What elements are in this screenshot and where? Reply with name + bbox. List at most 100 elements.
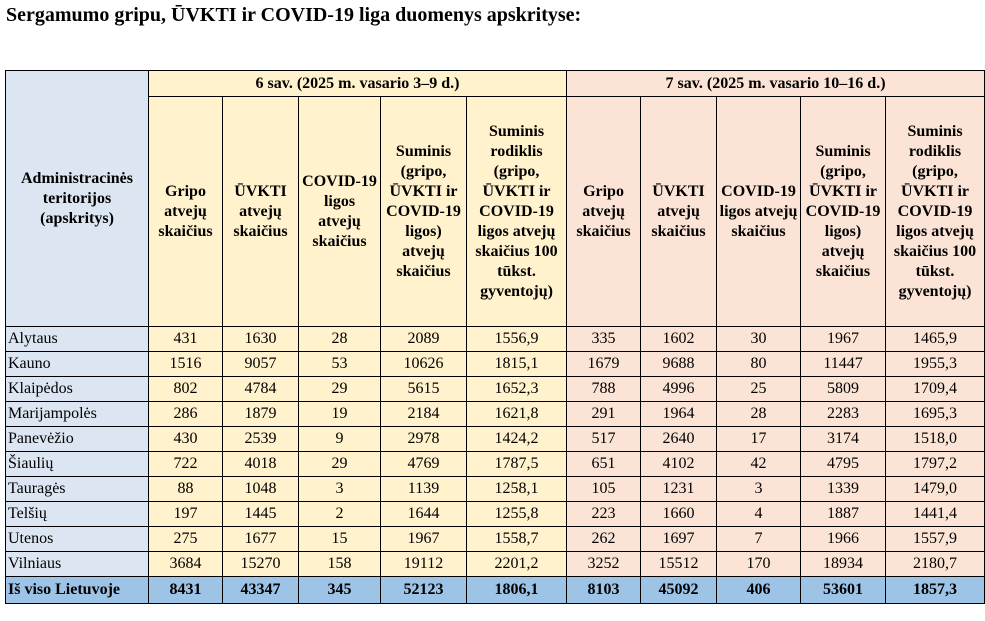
value-cell: 4769 [380,451,467,477]
value-cell: 43347 [222,576,299,604]
value-cell: 19 [298,401,381,427]
value-cell: 1644 [380,501,467,527]
value-cell: 4 [716,501,802,527]
value-cell: 651 [566,451,642,477]
value-cell: 1695,3 [885,401,985,427]
value-cell: 345 [298,576,381,604]
value-cell: 9 [298,426,381,452]
value-cell: 15 [298,526,381,552]
value-cell: 4996 [640,376,718,402]
value-cell: 1709,4 [885,376,985,402]
value-cell: 262 [566,526,642,552]
value-cell: 1255,8 [465,501,568,527]
column-header: ŪVKTI atvejų skaičius [640,96,718,327]
column-header: ŪVKTI atvejų skaičius [222,96,299,327]
value-cell: 1621,8 [465,401,568,427]
value-cell: 2180,7 [885,551,985,577]
value-cell: 25 [716,376,802,402]
value-cell: 1815,1 [465,351,568,377]
value-cell: 19112 [380,551,467,577]
value-cell: 2539 [222,426,299,452]
value-cell: 4102 [640,451,718,477]
value-cell: 788 [566,376,642,402]
column-header: Gripo atvejų skaičius [566,96,642,327]
value-cell: 1518,0 [885,426,985,452]
value-cell: 1966 [800,526,887,552]
column-header: Gripo atvejų skaičius [148,96,223,327]
value-cell: 88 [148,476,223,502]
value-cell: 802 [148,376,223,402]
column-header: Suminis (gripo, ŪVKTI ir COVID-19 ligos)… [380,96,467,327]
value-cell: 1967 [800,326,887,352]
value-cell: 28 [716,401,802,427]
value-cell: 42 [716,451,802,477]
value-cell: 1602 [640,326,718,352]
value-cell: 1516 [148,351,223,377]
value-cell: 223 [566,501,642,527]
territory-name: Panevėžio [5,426,149,452]
value-cell: 8103 [566,576,642,604]
value-cell: 3174 [800,426,887,452]
value-cell: 2201,2 [465,551,568,577]
value-cell: 197 [148,501,223,527]
table-row: Vilniaus 3684 15270 158 19112 2201,2 3252 15512… [5,551,985,577]
value-cell: 286 [148,401,223,427]
value-cell: 3252 [566,551,642,577]
value-cell: 1857,3 [885,576,985,604]
value-cell: 406 [716,576,802,604]
value-cell: 4018 [222,451,299,477]
value-cell: 2978 [380,426,467,452]
value-cell: 52123 [380,576,467,604]
value-cell: 10626 [380,351,467,377]
value-cell: 1465,9 [885,326,985,352]
column-header: Suminis rodiklis (gripo, ŪVKTI ir COVID-… [465,96,568,327]
column-header: Suminis rodiklis (gripo, ŪVKTI ir COVID-… [885,96,985,327]
table-row: Utenos 275 1677 15 1967 1558,7 262 1697 7 1966 155… [5,526,985,552]
value-cell: 335 [566,326,642,352]
value-cell: 1697 [640,526,718,552]
table-row: Tauragės 88 1048 3 1139 1258,1 105 1231 3 1339 147… [5,476,985,502]
territory-name: Marijampolės [5,401,149,427]
value-cell: 1441,4 [885,501,985,527]
value-cell: 15270 [222,551,299,577]
territory-name: Utenos [5,526,149,552]
value-cell: 29 [298,376,381,402]
value-cell: 80 [716,351,802,377]
value-cell: 517 [566,426,642,452]
territory-name: Alytaus [5,326,149,352]
value-cell: 1231 [640,476,718,502]
data-table: Administracinės teritorijos (apskritys) … [5,70,985,604]
header-week-7: 7 sav. (2025 m. vasario 10–16 d.) [566,70,985,97]
value-cell: 28 [298,326,381,352]
table-row: Kauno 1516 9057 53 10626 1815,1 1679 9688 80 1144… [5,351,985,377]
value-cell: 1048 [222,476,299,502]
table-row: Telšių 197 1445 2 1644 1255,8 223 1660 4 1887 1441… [5,501,985,527]
value-cell: 1139 [380,476,467,502]
table-row: Panevėžio 430 2539 9 2978 1424,2 517 2640 17 3174… [5,426,985,452]
value-cell: 1258,1 [465,476,568,502]
column-header: COVID-19 ligos atvejų skaičius [716,96,802,327]
value-cell: 3 [298,476,381,502]
territory-name: Kauno [5,351,149,377]
column-header: Suminis (gripo, ŪVKTI ir COVID-19 ligos)… [800,96,887,327]
value-cell: 45092 [640,576,718,604]
value-cell: 17 [716,426,802,452]
value-cell: 53601 [800,576,887,604]
table-row: Šiaulių 722 4018 29 4769 1787,5 651 4102 42 4795 1… [5,451,985,477]
value-cell: 11447 [800,351,887,377]
value-cell: 1964 [640,401,718,427]
value-cell: 158 [298,551,381,577]
value-cell: 431 [148,326,223,352]
value-cell: 291 [566,401,642,427]
value-cell: 1660 [640,501,718,527]
value-cell: 105 [566,476,642,502]
value-cell: 1955,3 [885,351,985,377]
value-cell: 1558,7 [465,526,568,552]
value-cell: 4784 [222,376,299,402]
value-cell: 15512 [640,551,718,577]
header-week-6: 6 sav. (2025 m. vasario 3–9 d.) [147,70,568,97]
value-cell: 2283 [800,401,887,427]
value-cell: 3684 [148,551,223,577]
value-cell: 1479,0 [885,476,985,502]
territory-name: Šiaulių [5,451,149,477]
